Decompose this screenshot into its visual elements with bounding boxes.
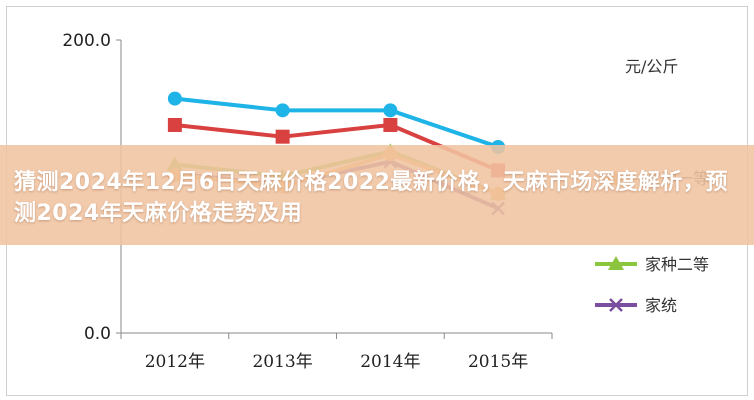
data-point <box>383 117 398 132</box>
y-tick-label: 200.0 <box>62 31 111 51</box>
data-point <box>167 117 182 132</box>
x-tick-label: 2013年 <box>252 352 312 372</box>
title-banner: 猜测2024年12月6日天麻价格2022最新价格，天麻市场深度解析，预测2024… <box>0 145 754 245</box>
series-line-0 <box>174 96 499 149</box>
data-point <box>167 91 182 106</box>
legend-label-3: 家种二等 <box>645 255 709 274</box>
data-point <box>275 129 290 144</box>
y-tick-label: 0.0 <box>84 324 111 344</box>
legend-marker-3 <box>608 256 624 270</box>
data-point <box>275 103 290 118</box>
x-tick-label: 2014年 <box>360 352 420 372</box>
legend-marker-4 <box>609 298 623 312</box>
banner-title: 猜测2024年12月6日天麻价格2022最新价格，天麻市场深度解析，预测2024… <box>14 170 728 226</box>
x-tick-label: 2015年 <box>468 352 528 372</box>
data-point <box>383 103 398 118</box>
unit-label: 元/公斤 <box>625 57 678 76</box>
legend-label-4: 家统 <box>645 296 677 315</box>
x-tick-label: 2012年 <box>145 352 205 372</box>
